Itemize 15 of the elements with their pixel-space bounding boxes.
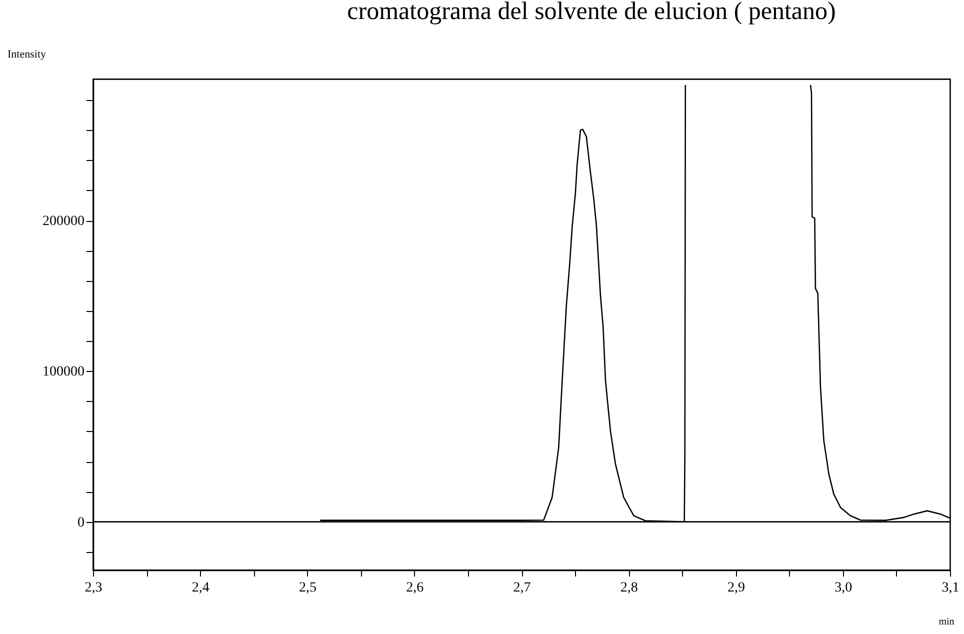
x-axis-title: min <box>938 616 954 628</box>
chart-title: cromatograma del solvente de elucion ( pentano) <box>347 0 836 25</box>
y-tick-label: 0 <box>78 515 84 530</box>
x-tick-label: 3,1 <box>942 580 960 596</box>
x-tick-label: 2,8 <box>620 580 638 596</box>
x-tick-label: 2,3 <box>84 580 102 596</box>
y-axis-title: Intensity <box>8 48 46 60</box>
x-tick-label: 2,4 <box>192 580 210 596</box>
x-tick-label: 2,5 <box>299 580 316 596</box>
y-tick-label: 200000 <box>42 214 84 230</box>
x-tick-label: 3,0 <box>834 580 852 596</box>
x-tick-label: 2,6 <box>406 580 424 596</box>
y-tick-label: 100000 <box>42 364 84 380</box>
x-tick-label: 2,9 <box>728 580 745 596</box>
x-tick-label: 2,7 <box>513 580 531 596</box>
